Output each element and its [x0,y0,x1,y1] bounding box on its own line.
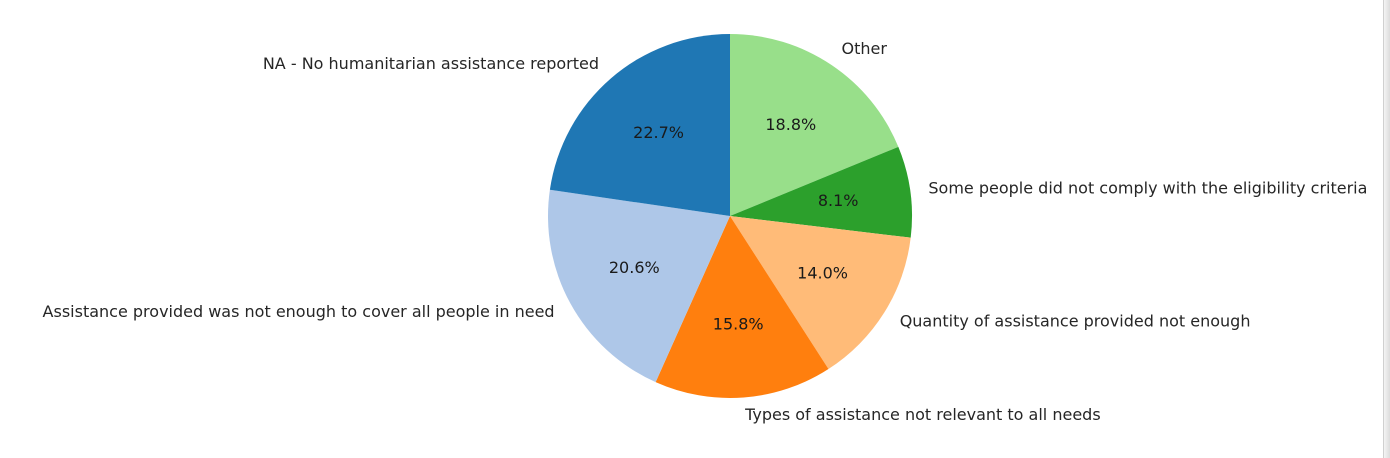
slice-label-na-no-humanitarian-assistance-reported: NA - No humanitarian assistance reported [263,54,599,73]
percent-label-assistance-provided-was-not-enough-to-co: 20.6% [609,258,660,277]
pie-slice-types-of-assistance-not-relevant-to-all- [655,216,829,398]
pie-slices [548,34,912,398]
pie-slice-some-people-did-not-comply-with-the-elig [730,146,912,238]
slice-label-types-of-assistance-not-relevant-to-all-: Types of assistance not relevant to all … [744,405,1101,424]
percent-label-some-people-did-not-comply-with-the-elig: 8.1% [818,191,859,210]
percent-label-na-no-humanitarian-assistance-reported: 22.7% [633,123,684,142]
slice-label-some-people-did-not-comply-with-the-elig: Some people did not comply with the elig… [928,179,1367,198]
pie-slice-assistance-provided-was-not-enough-to-co [548,189,730,383]
pie-slice-quantity-of-assistance-provided-not-enou [730,216,911,370]
window-edge [1383,0,1390,458]
slice-label-assistance-provided-was-not-enough-to-co: Assistance provided was not enough to co… [43,302,555,321]
pie-slice-other [730,34,899,216]
slice-label-quantity-of-assistance-provided-not-enou: Quantity of assistance provided not enou… [900,312,1251,331]
slice-label-other: Other [842,39,888,58]
pie-slice-na-no-humanitarian-assistance-reported [549,34,730,216]
percent-label-types-of-assistance-not-relevant-to-all-: 15.8% [713,314,764,333]
percent-label-quantity-of-assistance-provided-not-enou: 14.0% [797,263,848,282]
percent-label-other: 18.8% [765,115,816,134]
pie-labels: Other Some people did not comply with the… [43,39,1368,424]
pie-percent-labels: 18.8% 8.1% 14.0% 15.8% 20.6% 22.7% [609,115,859,334]
